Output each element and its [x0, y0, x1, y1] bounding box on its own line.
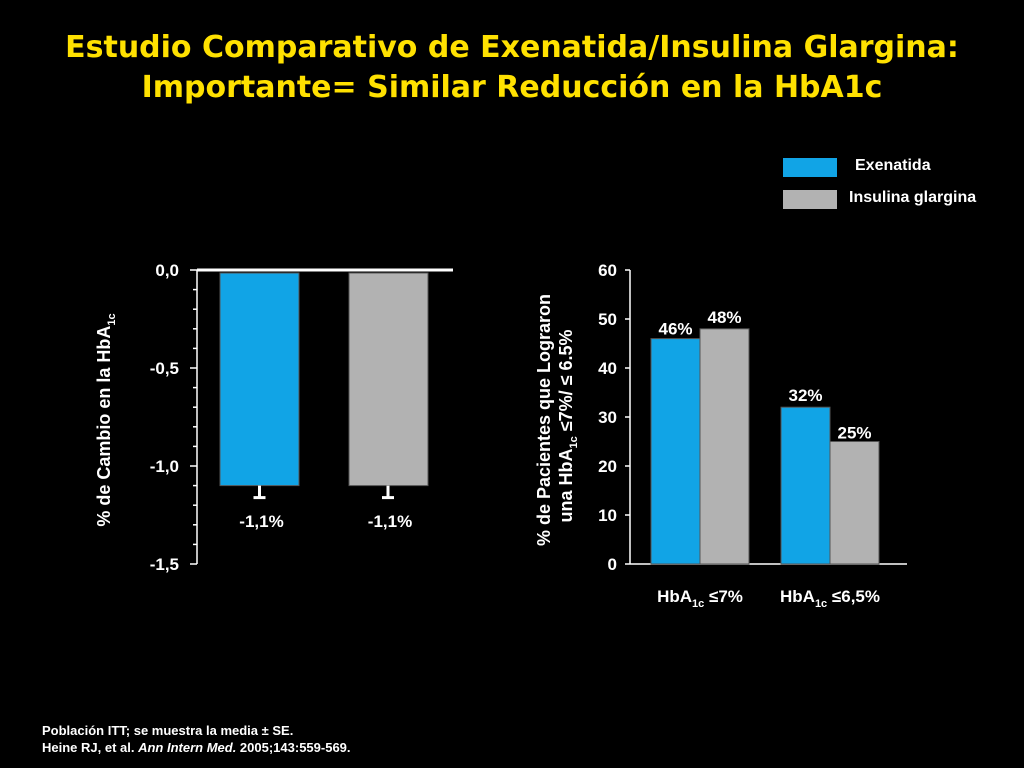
y-axis-title-line-2-rest: ≤7%/ ≤ 6.5% — [556, 329, 576, 436]
y-axis-title-line-1: % de Pacientes que Lograron — [534, 294, 554, 546]
y-tick-label: 0 — [608, 555, 617, 574]
bar-insulina-glargina — [348, 272, 429, 487]
bar-insulina-glargina — [829, 441, 880, 565]
x-tick-label-subscript: 1c — [692, 598, 704, 610]
footnote: Población ITT; se muestra la media ± SE.… — [42, 722, 351, 756]
y-tick-label: 50 — [598, 310, 617, 329]
footnote-journal: Ann Intern Med. — [138, 740, 237, 755]
x-tick-label: HbA1c ≤7% — [657, 587, 743, 610]
legend-swatch-insulina — [783, 190, 837, 209]
footnote-line-1: Población ITT; se muestra la media ± SE. — [42, 723, 294, 738]
y-tick-label: -1,0 — [150, 457, 179, 476]
data-label: 46% — [658, 320, 692, 339]
data-label: 48% — [707, 308, 741, 327]
footnote-year: 2005;143:559-569. — [236, 740, 351, 755]
bar-exenatida — [650, 338, 701, 565]
legend-swatch-exenatida — [783, 158, 837, 177]
legend-item-exenatida: Exenatida — [783, 157, 1023, 178]
y-axis-title-line-2: una HbA — [556, 449, 576, 523]
legend-label-insulina: Insulina glargina — [849, 189, 977, 206]
y-tick-label: 10 — [598, 506, 617, 525]
y-axis-title-main: % de Cambio en la HbA — [94, 326, 114, 527]
title-line-1: Estudio Comparativo de Exenatida/Insulin… — [65, 30, 959, 65]
footnote-line-2: Heine RJ, et al. Ann Intern Med. 2005;14… — [42, 739, 351, 756]
x-tick-label-threshold: ≤6,5% — [827, 587, 880, 606]
bar-exenatida — [780, 406, 831, 565]
slide-title: Estudio Comparativo de Exenatida/Insulin… — [0, 28, 1024, 108]
x-tick-label-base: HbA — [657, 587, 692, 606]
y-tick-label: -1,5 — [150, 555, 179, 574]
y-tick-label: 60 — [598, 261, 617, 280]
y-tick-label: 0,0 — [155, 261, 179, 280]
data-label: -1,1% — [368, 512, 412, 531]
y-axis-title: % de Pacientes que Lograron una HbA1c ≤7%… — [534, 294, 580, 546]
y-tick-label: 30 — [598, 408, 617, 427]
y-axis-title-subscript: 1c — [106, 313, 118, 325]
y-tick-label: 20 — [598, 457, 617, 476]
legend-label-exenatida: Exenatida — [855, 157, 931, 174]
footnote-authors: Heine RJ, et al. — [42, 740, 139, 755]
y-tick-label: 40 — [598, 359, 617, 378]
bar-insulina-glargina — [699, 328, 750, 565]
y-tick-label: -0,5 — [150, 359, 179, 378]
x-tick-label-base: HbA — [780, 587, 815, 606]
x-tick-label-subscript: 1c — [815, 598, 827, 610]
data-label: 25% — [837, 424, 871, 443]
title-line-2: Importante= Similar Reducción en la HbA1… — [141, 70, 883, 105]
data-label: -1,1% — [239, 512, 283, 531]
y-axis-title: % de Cambio en la HbA1c — [94, 313, 118, 526]
y-axis-title-subscript: 1c — [568, 436, 580, 448]
x-tick-label-threshold: ≤7% — [704, 587, 743, 606]
legend-item-insulina: Insulina glargina — [783, 189, 1023, 210]
x-tick-label: HbA1c ≤6,5% — [780, 587, 880, 610]
data-label: 32% — [788, 386, 822, 405]
